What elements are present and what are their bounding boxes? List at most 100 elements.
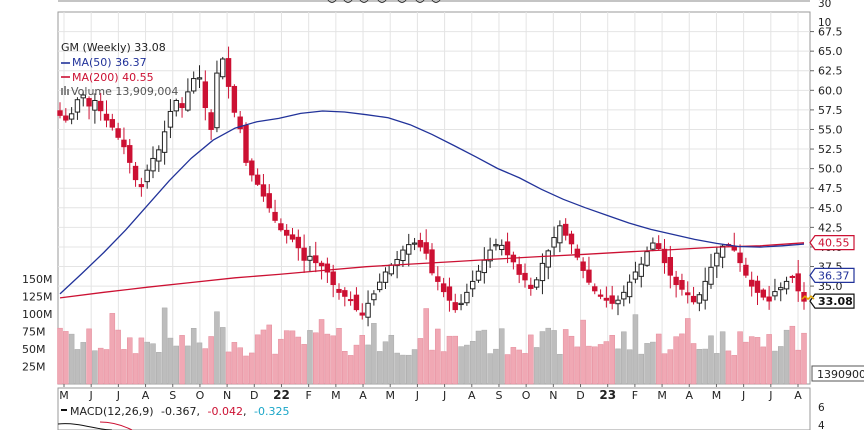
volume-bar — [557, 353, 563, 385]
candle-body — [493, 244, 499, 247]
candle — [795, 259, 801, 302]
volume-bar — [440, 351, 447, 385]
volume-bar — [342, 351, 348, 385]
volume-bars — [57, 307, 807, 385]
volume-bar — [562, 329, 569, 385]
candle-body — [621, 291, 627, 300]
candle — [632, 261, 639, 284]
volume-bar — [772, 350, 778, 385]
volume-bar — [150, 343, 156, 385]
candle-body — [249, 160, 255, 176]
value-tag-box — [809, 267, 855, 283]
candle-body — [220, 58, 226, 78]
candle-body — [376, 281, 383, 291]
candle-body — [80, 94, 86, 99]
volume-bar — [609, 335, 615, 385]
value-tags: 40.55 36.37 33.08 — [801, 235, 855, 309]
candle — [690, 286, 697, 305]
candle — [539, 253, 546, 295]
candle-body — [231, 85, 238, 113]
candle — [150, 146, 156, 179]
month-label: N — [549, 389, 557, 402]
candle — [103, 100, 110, 128]
candle — [499, 239, 505, 256]
volume-bar — [138, 337, 145, 385]
volume-bar — [708, 335, 714, 385]
candle — [754, 275, 761, 306]
volume-bar — [469, 340, 476, 385]
candle-body — [138, 184, 145, 188]
candle-body — [708, 266, 714, 285]
volume-bar — [103, 349, 110, 385]
time-axis: M J J A S O N D 22 F M A M J J A S O N D 23 F M A M J J A — [59, 384, 802, 402]
candle — [533, 277, 540, 290]
candle — [121, 127, 127, 155]
candle-body — [673, 276, 679, 286]
candle-body — [260, 184, 267, 197]
month-label: J — [415, 389, 419, 402]
volume-legend-icon — [61, 86, 69, 95]
candle-body — [272, 211, 278, 221]
candle — [475, 264, 482, 283]
candle-body — [778, 287, 784, 291]
candle-body — [772, 291, 778, 297]
candle — [469, 270, 476, 297]
volume-bar — [801, 332, 807, 385]
candle — [458, 294, 464, 311]
candle-body — [568, 233, 575, 245]
volume-bar — [487, 353, 493, 385]
volume-bar — [429, 349, 435, 385]
candle — [696, 292, 703, 312]
volume-bar — [196, 342, 203, 385]
volume-bar — [406, 354, 412, 385]
candle — [365, 290, 371, 327]
volume-bar — [592, 346, 598, 385]
candle — [783, 276, 790, 295]
ma200-line — [59, 242, 805, 299]
volume-bar — [760, 346, 767, 385]
volume-bar — [289, 330, 296, 385]
candle-body — [702, 280, 708, 301]
volume-tick-label: 50M — [22, 343, 46, 356]
candle — [231, 84, 238, 118]
candle — [545, 249, 551, 280]
volume-bar — [435, 328, 441, 385]
volume-bar — [597, 344, 604, 385]
candle-body — [423, 242, 429, 254]
candle-body — [661, 248, 668, 264]
candle-body — [254, 174, 261, 185]
candle-body — [440, 283, 447, 293]
candle — [272, 199, 278, 223]
volume-bar — [382, 341, 389, 385]
candle — [592, 283, 598, 295]
candle — [429, 243, 435, 276]
volume-last-tag-box — [811, 365, 864, 382]
candle-body — [545, 250, 551, 268]
volume-bar — [539, 331, 546, 385]
candle-body — [103, 113, 110, 121]
volume-bar — [231, 342, 238, 385]
candle — [528, 277, 534, 296]
volume-bar — [667, 349, 674, 385]
candle — [92, 93, 98, 124]
volume-bar — [574, 346, 581, 385]
volume-bar — [185, 345, 191, 385]
month-label: A — [685, 389, 693, 402]
volume-bar — [621, 331, 627, 385]
year-label: 22 — [273, 388, 290, 402]
candle — [115, 122, 121, 140]
candle — [220, 56, 226, 80]
month-label: F — [632, 389, 638, 402]
volume-bar — [725, 350, 732, 385]
candle — [487, 237, 493, 268]
price-tick-label: 65.0 — [818, 45, 843, 58]
price-tick-label: 45.0 — [818, 202, 843, 215]
candle — [214, 60, 220, 133]
candle — [86, 96, 92, 120]
candle — [295, 229, 302, 261]
month-label: A — [468, 389, 476, 402]
candle — [557, 220, 563, 253]
candle — [644, 246, 650, 267]
candle-body — [714, 252, 720, 267]
candle-body — [539, 262, 546, 282]
